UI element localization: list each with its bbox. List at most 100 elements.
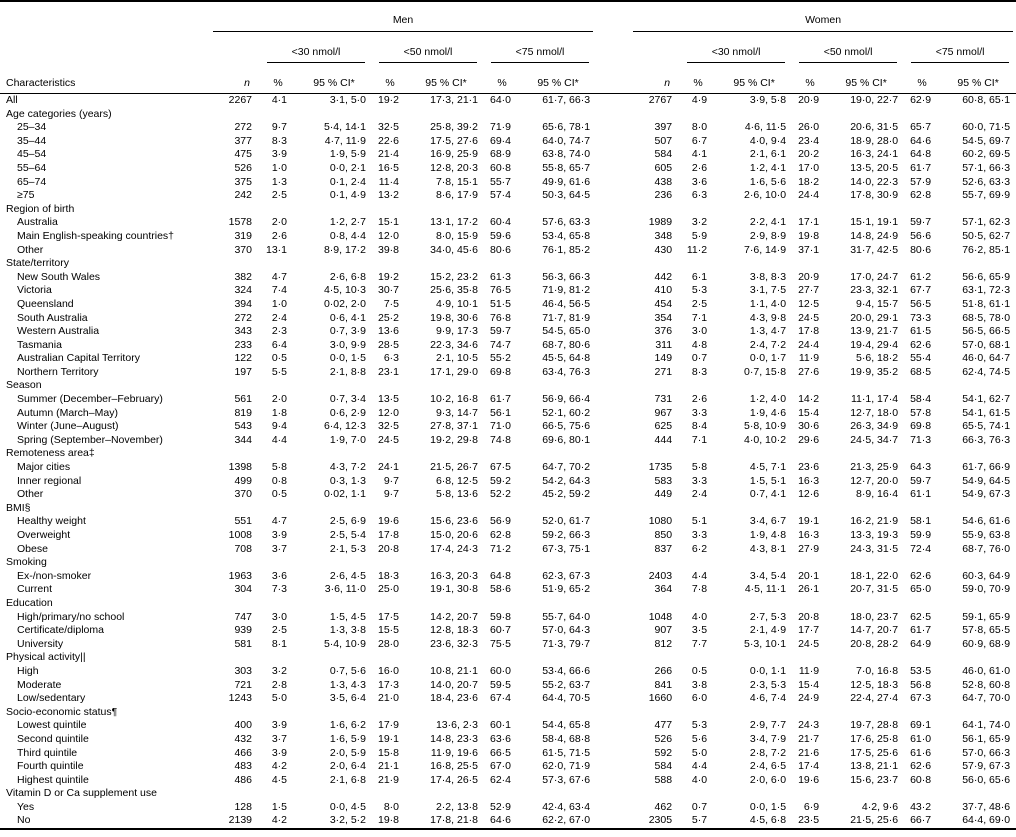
data-cell: 967 [654, 406, 673, 419]
table-row: Low/sedentary 1243 5·0 3·5, 6·4 21·0 18·4, 23… [0, 692, 1016, 706]
data-cell [630, 108, 680, 122]
data-cell: 4·5, 10·3 [323, 284, 366, 297]
data-cell: 68·9 [489, 148, 511, 161]
data-cell: 4·2 [271, 814, 287, 827]
data-cell: 2·2, 4·1 [749, 216, 787, 229]
section-row: Smoking [0, 556, 1016, 570]
data-cell: 24·3 [798, 719, 820, 732]
data-cell: 543 [234, 420, 252, 433]
data-cell: 63·8, 74·0 [542, 148, 591, 161]
data-cell: 17·0 [798, 161, 820, 174]
data-cell: 0·5 [271, 488, 287, 501]
data-cell [792, 108, 828, 122]
data-cell: 54·6, 61·6 [962, 515, 1011, 528]
data-cell: 3·0 [691, 325, 708, 338]
data-cell: 59·7 [489, 325, 511, 338]
data-cell: 62·6 [910, 760, 932, 773]
column-gap [596, 733, 630, 747]
data-cell: 17·4, 26·5 [430, 773, 478, 786]
column-gap [596, 162, 630, 176]
column-gap [596, 488, 630, 502]
section-row: Vitamin D or Ca supplement use [0, 787, 1016, 801]
data-cell: 2·4, 6·5 [749, 760, 787, 773]
column-gap [596, 339, 630, 353]
data-cell: 2·3, 5·3 [749, 678, 787, 691]
row-label: BMI§ [6, 501, 31, 514]
table-row: Major cities 1398 5·8 4·3, 7·2 24·1 21·5, 26·… [0, 461, 1016, 475]
data-cell: 23·4 [798, 134, 820, 147]
data-cell [792, 447, 828, 461]
row-label: Yes [17, 800, 35, 813]
data-cell: 0·8 [271, 474, 287, 487]
table-row: Autumn (March–May) 819 1·8 0·6, 2·9 12·0 9·3,… [0, 407, 1016, 421]
data-cell: 53·4, 66·6 [542, 664, 591, 677]
data-cell: 15·1, 19·1 [850, 216, 899, 229]
column-gap [596, 352, 630, 366]
data-cell [716, 379, 792, 393]
data-cell: 62·8 [489, 529, 511, 541]
data-cell: 0·7, 3·4 [329, 393, 366, 406]
column-gap [596, 434, 630, 448]
data-cell [408, 787, 484, 801]
data-cell: 837 [654, 542, 673, 555]
table-row: Lowest quintile 400 3·9 1·6, 6·2 17·9 13·6, 2… [0, 719, 1016, 733]
data-cell: 46·4, 56·5 [542, 297, 591, 310]
data-cell [940, 502, 1016, 516]
data-cell: 344 [234, 433, 252, 446]
data-cell: 13·6 [377, 325, 399, 338]
data-cell: 50·5, 62·7 [962, 229, 1011, 242]
data-cell: 27·7 [798, 284, 820, 297]
data-cell: 5·3 [691, 284, 708, 297]
data-cell: 26·0 [798, 121, 820, 134]
data-cell [408, 257, 484, 271]
section-row: Age categories (years) [0, 108, 1016, 122]
column-gap [596, 719, 630, 733]
data-cell: 59·2, 66·3 [542, 529, 591, 541]
data-cell: 24·5 [798, 637, 820, 650]
data-cell: 21·1 [377, 760, 399, 773]
data-cell: 21·5, 26·7 [430, 461, 478, 474]
column-header-row: Characteristics n % 95 % CI* % 95 % CI* … [0, 63, 1016, 94]
data-cell: 477 [654, 719, 673, 732]
data-cell: 54·2, 64·3 [542, 474, 591, 487]
data-cell [484, 203, 520, 217]
data-cell: 9·4, 15·7 [856, 297, 899, 310]
men-threshold-75-label: <75 nmol/l [491, 46, 590, 63]
data-cell: 56·6 [910, 229, 932, 242]
data-cell: 30·7 [377, 284, 399, 297]
data-cell [520, 597, 596, 611]
data-cell: 57·0, 66·3 [962, 746, 1011, 759]
data-cell [630, 447, 680, 461]
row-label: Vitamin D or Ca supplement use [6, 787, 157, 800]
data-cell [630, 257, 680, 271]
data-cell: 11·9, 19·6 [430, 746, 478, 759]
data-cell: 27·6 [798, 365, 820, 378]
women-group-header-cell: Women [630, 1, 1016, 32]
row-label: Remoteness area‡ [6, 447, 95, 460]
table-row: Main English-speaking countries† 319 2·6 0·… [0, 230, 1016, 244]
section-row: State/territory [0, 257, 1016, 271]
group-header-row: Men Women [0, 1, 1016, 32]
women-50-pct-header: % [792, 63, 829, 94]
data-cell: 5·8 [271, 461, 287, 474]
row-label: Smoking [6, 556, 47, 569]
column-gap [596, 94, 630, 108]
data-cell: 0·0, 1·5 [749, 800, 787, 813]
data-cell [904, 556, 940, 570]
data-cell: 15·8 [377, 746, 399, 759]
data-cell [828, 379, 904, 393]
data-cell: 67·0 [489, 760, 511, 773]
data-cell: 16·0 [377, 664, 399, 677]
column-gap [596, 747, 630, 761]
women-75-ci-header: 95 % CI* [940, 63, 1016, 94]
row-label: Other [17, 243, 44, 256]
data-cell: 400 [234, 719, 252, 732]
data-cell: 1989 [648, 216, 673, 229]
data-cell: 54·9, 67·3 [962, 488, 1011, 501]
data-cell [408, 556, 484, 570]
data-cell: 16·2, 21·9 [850, 515, 899, 528]
data-cell: 11·9 [798, 352, 820, 365]
data-cell: 14·7, 20·7 [850, 624, 899, 637]
data-cell [680, 787, 716, 801]
table-row: Victoria 324 7·4 4·5, 10·3 30·7 25·6, 35·8 76·… [0, 284, 1016, 298]
